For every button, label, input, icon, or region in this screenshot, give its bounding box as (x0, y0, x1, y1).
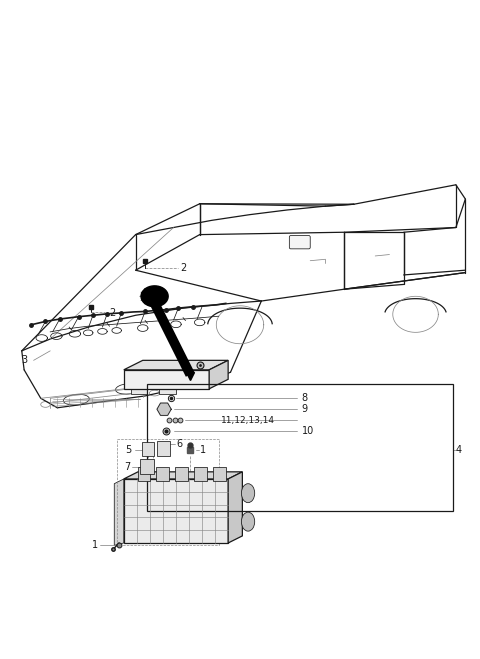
FancyBboxPatch shape (137, 467, 150, 481)
Ellipse shape (241, 512, 255, 531)
Polygon shape (228, 472, 242, 543)
Text: 3: 3 (21, 355, 27, 365)
Text: 5: 5 (126, 445, 132, 455)
Text: 1: 1 (92, 540, 98, 550)
Polygon shape (124, 479, 228, 543)
Polygon shape (131, 389, 147, 393)
FancyBboxPatch shape (289, 235, 310, 249)
Text: 7: 7 (125, 462, 131, 472)
Ellipse shape (241, 484, 255, 503)
Polygon shape (124, 472, 242, 479)
Text: 6: 6 (176, 440, 182, 449)
FancyBboxPatch shape (214, 467, 226, 481)
Polygon shape (141, 286, 168, 306)
Text: 2: 2 (180, 263, 187, 273)
FancyBboxPatch shape (156, 467, 169, 481)
Polygon shape (124, 370, 209, 389)
Text: 8: 8 (301, 393, 308, 403)
Polygon shape (209, 360, 228, 389)
FancyBboxPatch shape (157, 441, 170, 456)
Polygon shape (124, 360, 228, 370)
FancyBboxPatch shape (142, 442, 154, 456)
Text: 4: 4 (456, 445, 462, 455)
Text: 1: 1 (200, 445, 206, 455)
Text: 11,12,13,14: 11,12,13,14 (221, 416, 275, 424)
FancyBboxPatch shape (176, 467, 188, 481)
FancyBboxPatch shape (194, 467, 207, 481)
Text: 2: 2 (109, 308, 116, 318)
Polygon shape (157, 403, 171, 415)
Text: 9: 9 (301, 404, 308, 415)
Text: 10: 10 (301, 426, 314, 436)
FancyBboxPatch shape (140, 459, 154, 474)
Polygon shape (114, 479, 124, 546)
Polygon shape (159, 389, 176, 393)
